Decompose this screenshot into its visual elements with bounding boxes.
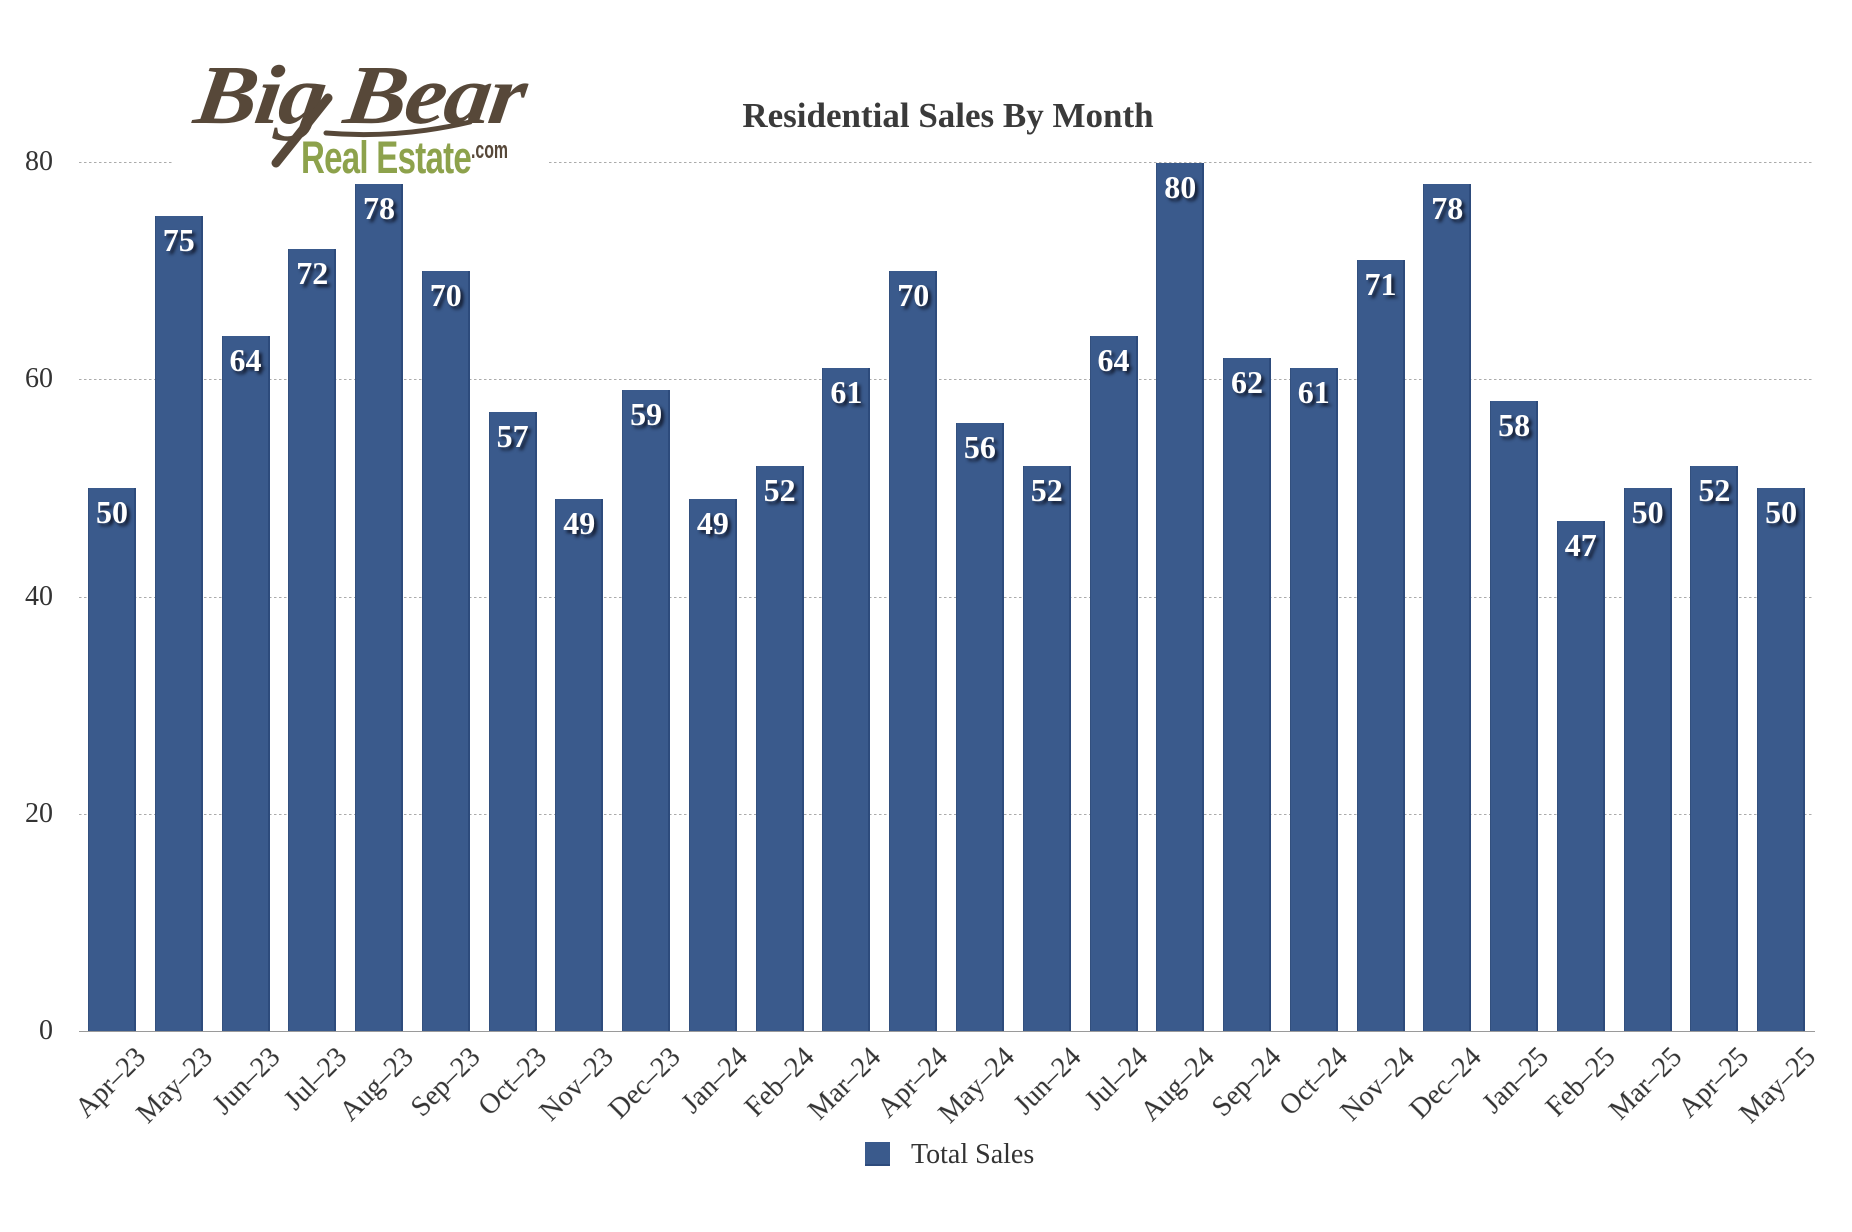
svg-text:.com: .com [471,137,508,164]
svg-text:Real Estate: Real Estate [301,132,471,181]
svg-text:Big Bear: Big Bear [188,49,534,142]
